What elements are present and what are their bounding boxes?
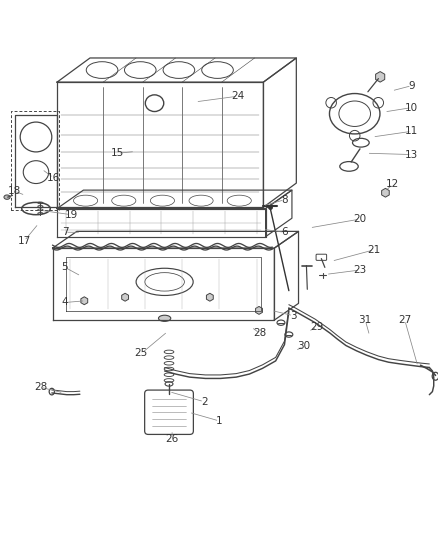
Text: 13: 13 <box>404 150 417 159</box>
Text: 24: 24 <box>231 91 244 101</box>
Text: 29: 29 <box>310 322 323 332</box>
Text: 8: 8 <box>280 195 287 205</box>
Text: 1: 1 <box>215 416 223 426</box>
Text: 15: 15 <box>111 148 124 158</box>
Text: 4: 4 <box>61 297 68 308</box>
Text: 16: 16 <box>47 173 60 183</box>
Text: 6: 6 <box>280 227 287 237</box>
Ellipse shape <box>4 195 10 199</box>
Ellipse shape <box>158 315 170 321</box>
Text: 10: 10 <box>404 102 417 112</box>
Text: 18: 18 <box>7 186 21 196</box>
Text: 30: 30 <box>297 342 310 351</box>
Text: 12: 12 <box>385 179 399 189</box>
Text: 11: 11 <box>404 126 417 136</box>
Text: 20: 20 <box>353 214 366 224</box>
Text: 27: 27 <box>397 315 410 325</box>
Text: 21: 21 <box>367 245 380 255</box>
Text: 31: 31 <box>358 315 371 325</box>
Text: 2: 2 <box>200 397 207 407</box>
Text: 25: 25 <box>134 349 148 358</box>
Text: 17: 17 <box>18 236 31 246</box>
Text: 9: 9 <box>407 80 414 91</box>
Text: 28: 28 <box>253 328 266 338</box>
Text: 28: 28 <box>34 382 47 392</box>
Text: 23: 23 <box>353 265 366 275</box>
Text: 5: 5 <box>61 262 68 272</box>
Text: 3: 3 <box>289 311 296 321</box>
Text: 26: 26 <box>165 433 178 443</box>
Text: 7: 7 <box>61 227 68 237</box>
Text: 19: 19 <box>64 209 78 220</box>
